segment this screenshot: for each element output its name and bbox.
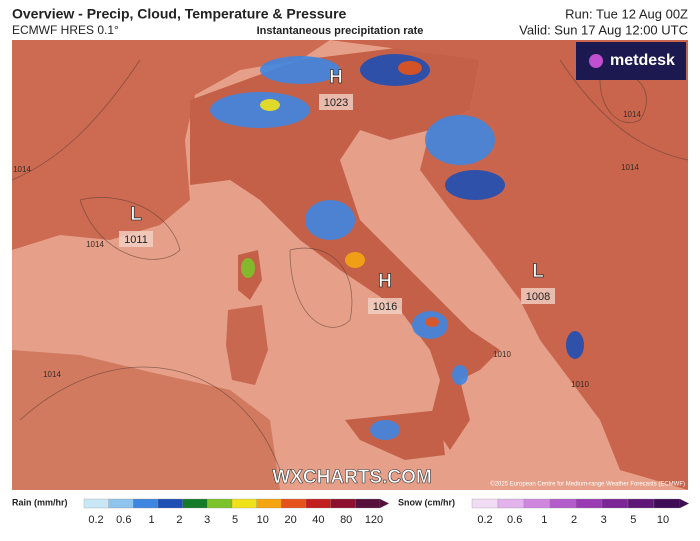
pressure-value-box bbox=[521, 288, 555, 304]
pressure-type: H bbox=[378, 271, 392, 292]
model: ECMWF HRES 0.1° bbox=[12, 23, 119, 37]
pressure-value: 1016 bbox=[373, 301, 397, 313]
legend-arrow bbox=[380, 499, 389, 508]
precip-area bbox=[305, 200, 355, 240]
legend-swatch bbox=[281, 498, 307, 509]
land-italy bbox=[190, 45, 500, 450]
pressure-type: L bbox=[532, 261, 544, 282]
pressure-value: 1011 bbox=[124, 234, 148, 246]
land-africa bbox=[12, 350, 280, 490]
legend-tick-label: 10 bbox=[657, 514, 669, 526]
isobar-label: 1010 bbox=[571, 380, 589, 389]
credit: ©2025 European Centre for Medium-range W… bbox=[490, 481, 685, 488]
legend-swatch bbox=[653, 498, 681, 509]
legend-swatch bbox=[575, 498, 603, 509]
precip-area bbox=[241, 258, 255, 278]
legend-tick-label: 0.2 bbox=[88, 514, 103, 526]
land-france bbox=[12, 40, 330, 250]
title: Overview - Precip, Cloud, Temperature & … bbox=[12, 6, 347, 22]
legend-swatch bbox=[207, 498, 233, 509]
pressure-value: 1023 bbox=[324, 97, 348, 109]
precip-area bbox=[398, 61, 422, 75]
legend-tick-label: 3 bbox=[204, 514, 210, 526]
pressure-type: H bbox=[329, 67, 343, 88]
legend-swatch bbox=[549, 498, 577, 509]
pressure-value-box bbox=[119, 231, 153, 247]
legend-swatch bbox=[157, 498, 183, 509]
legend-swatch bbox=[305, 498, 331, 509]
land-balkans bbox=[330, 40, 688, 490]
legend-swatch bbox=[601, 498, 629, 509]
legend-tick-label: 0.6 bbox=[116, 514, 131, 526]
legend-tick-label: 10 bbox=[257, 514, 269, 526]
precip-area bbox=[445, 170, 505, 200]
legend-tick-label: 0.6 bbox=[507, 514, 522, 526]
isobar-label: 1014 bbox=[621, 163, 639, 172]
precip-area bbox=[260, 56, 340, 84]
isobars bbox=[11, 59, 689, 471]
legend-tick-label: 0.2 bbox=[477, 514, 492, 526]
precip-area bbox=[345, 252, 365, 268]
legend-tick-label: 5 bbox=[232, 514, 238, 526]
legend-swatch bbox=[355, 498, 381, 509]
legend-label: Rain (mm/hr) bbox=[12, 497, 68, 507]
run: Run: Tue 12 Aug 00Z bbox=[565, 6, 688, 21]
precip-area bbox=[452, 365, 468, 385]
legend-tick-label: 1 bbox=[541, 514, 547, 526]
valid: Valid: Sun 17 Aug 12:00 UTC bbox=[519, 22, 688, 37]
isobar-label: 1014 bbox=[623, 110, 641, 119]
isobar bbox=[11, 59, 141, 181]
legend-label: Snow (cm/hr) bbox=[398, 497, 455, 507]
legend-tick-label: 20 bbox=[284, 514, 296, 526]
precip-area bbox=[566, 331, 584, 359]
legend-arrow bbox=[680, 499, 689, 508]
precipitation bbox=[210, 54, 584, 440]
isobar-label: 1010 bbox=[493, 350, 511, 359]
isobar bbox=[19, 366, 281, 471]
pressure-value: 1008 bbox=[526, 291, 550, 303]
land-sardinia bbox=[226, 305, 268, 385]
legend-tick-label: 2 bbox=[176, 514, 182, 526]
legend-tick-label: 2 bbox=[571, 514, 577, 526]
legend-swatch bbox=[627, 498, 655, 509]
subtitle: Instantaneous precipitation rate bbox=[257, 25, 424, 37]
precip-area bbox=[370, 420, 400, 440]
legend-swatch bbox=[256, 498, 282, 509]
isobar bbox=[79, 197, 181, 260]
legend-swatch bbox=[182, 498, 208, 509]
legend-swatch bbox=[497, 498, 525, 509]
legend-tick-label: 3 bbox=[601, 514, 607, 526]
precip-area bbox=[260, 99, 280, 111]
map: metdesk WXCHARTS.COM ©2025 European Cent… bbox=[11, 40, 689, 490]
legend-swatch bbox=[471, 498, 499, 509]
legend-tick-label: 80 bbox=[340, 514, 352, 526]
legend-swatch bbox=[523, 498, 551, 509]
precip-area bbox=[425, 115, 495, 165]
isobar bbox=[289, 247, 353, 328]
legend-swatch bbox=[330, 498, 356, 509]
isobar-label: 1014 bbox=[13, 165, 31, 174]
legend-swatch bbox=[133, 498, 159, 509]
precip-area bbox=[425, 317, 439, 327]
legend-swatch bbox=[231, 498, 257, 509]
pressure-type: L bbox=[130, 204, 142, 225]
legend-tick-label: 5 bbox=[630, 514, 636, 526]
watermark: WXCHARTS.COM bbox=[272, 467, 431, 488]
legend-tick-label: 1 bbox=[149, 514, 155, 526]
isobar bbox=[559, 59, 689, 161]
legend-swatch bbox=[83, 498, 109, 509]
legend-tick-label: 120 bbox=[365, 514, 383, 526]
logo: metdesk bbox=[610, 52, 675, 69]
pressure-value-box bbox=[368, 298, 402, 314]
isobar-label: 1014 bbox=[86, 240, 104, 249]
legend-swatch bbox=[108, 498, 134, 509]
logo-icon bbox=[589, 54, 603, 68]
precip-area bbox=[210, 92, 310, 128]
isobar-label: 1014 bbox=[43, 370, 61, 379]
legend-tick-label: 40 bbox=[312, 514, 324, 526]
pressure-value-box bbox=[319, 94, 353, 110]
